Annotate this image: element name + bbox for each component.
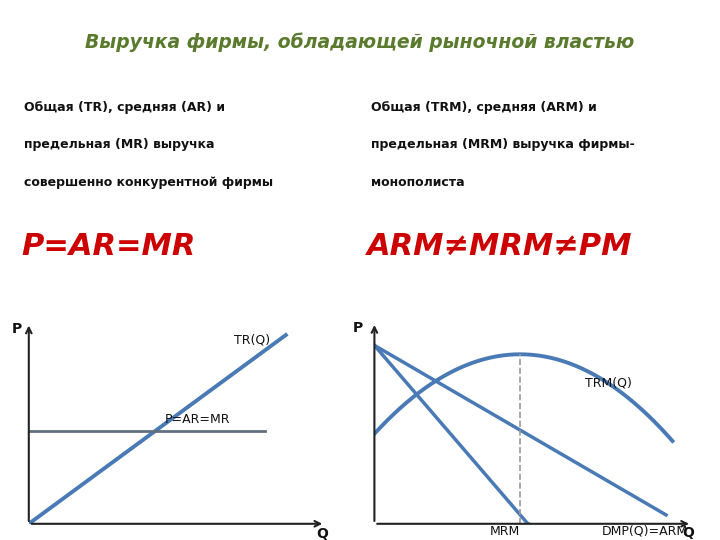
Text: предельная (MR) выручка: предельная (MR) выручка [24, 138, 215, 151]
Text: Общая (TR), средняя (AR) и: Общая (TR), средняя (AR) и [24, 101, 225, 114]
Text: Общая (TRМ), средняя (ARМ) и: Общая (TRМ), средняя (ARМ) и [371, 101, 597, 114]
Text: монополиста: монополиста [371, 176, 464, 188]
Text: предельная (MRМ) выручка фирмы-: предельная (MRМ) выручка фирмы- [371, 138, 634, 151]
Text: P: P [353, 321, 364, 334]
Text: Q: Q [683, 526, 695, 539]
Text: совершенно конкурентной фирмы: совершенно конкурентной фирмы [24, 176, 274, 188]
Text: TRМ(Q): TRМ(Q) [585, 376, 632, 389]
Text: DМP(Q)=ARМ: DМP(Q)=ARМ [602, 524, 688, 537]
Text: Q: Q [316, 527, 328, 540]
Text: P=AR=MR: P=AR=MR [165, 413, 230, 426]
Text: P=AR=MR: P=AR=MR [21, 232, 195, 261]
Text: Выручка фирмы, обладающей рыночной властью: Выручка фирмы, обладающей рыночной власт… [86, 32, 634, 52]
Text: P: P [12, 322, 22, 336]
Text: MRМ: MRМ [490, 524, 520, 537]
Text: TR(Q): TR(Q) [235, 333, 271, 346]
Text: ARМ≠MRМ≠PМ: ARМ≠MRМ≠PМ [367, 232, 633, 261]
